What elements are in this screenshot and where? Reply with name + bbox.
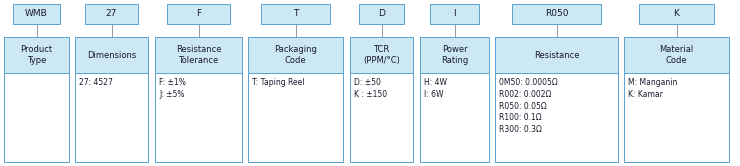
Text: I: I: [453, 9, 456, 18]
Bar: [350, 37, 413, 73]
Bar: [420, 73, 489, 162]
Bar: [75, 37, 148, 73]
Bar: [350, 73, 413, 162]
Bar: [4, 73, 69, 162]
Bar: [495, 73, 618, 162]
Bar: [248, 37, 343, 73]
Text: Dimensions: Dimensions: [87, 50, 136, 59]
Bar: [512, 4, 601, 24]
Bar: [155, 73, 242, 162]
Bar: [624, 73, 729, 162]
Bar: [248, 73, 343, 162]
Text: Power
Rating: Power Rating: [441, 45, 468, 65]
Text: M: Manganin
K: Kamar: M: Manganin K: Kamar: [628, 78, 677, 99]
Text: F: ±1%
J: ±5%: F: ±1% J: ±5%: [159, 78, 186, 99]
Bar: [639, 4, 714, 24]
Text: 27: 4527: 27: 4527: [79, 78, 113, 87]
Bar: [430, 4, 480, 24]
Bar: [495, 37, 618, 73]
Text: H: 4W
I: 6W: H: 4W I: 6W: [424, 78, 447, 99]
Bar: [420, 37, 489, 73]
Bar: [261, 4, 330, 24]
Text: F: F: [196, 9, 201, 18]
Text: TCR
(PPM/°C): TCR (PPM/°C): [363, 45, 400, 65]
Bar: [85, 4, 138, 24]
Text: 0M50: 0.0005Ω
R002: 0.002Ω
R050: 0.05Ω
R100: 0.1Ω
R300: 0.3Ω: 0M50: 0.0005Ω R002: 0.002Ω R050: 0.05Ω R…: [499, 78, 558, 134]
Text: Resistance
Tolerance: Resistance Tolerance: [176, 45, 221, 65]
Bar: [359, 4, 404, 24]
Bar: [4, 37, 69, 73]
Bar: [75, 73, 148, 162]
Text: 27: 27: [106, 9, 117, 18]
Bar: [155, 37, 242, 73]
Text: Resistance: Resistance: [534, 50, 579, 59]
Text: K: K: [673, 9, 679, 18]
Bar: [167, 4, 230, 24]
Text: Material
Code: Material Code: [659, 45, 693, 65]
Bar: [13, 4, 60, 24]
Text: WMB: WMB: [25, 9, 48, 18]
Bar: [624, 37, 729, 73]
Text: R050: R050: [545, 9, 568, 18]
Text: Product
Type: Product Type: [21, 45, 53, 65]
Text: D: D: [378, 9, 385, 18]
Text: T: T: [293, 9, 298, 18]
Text: Packaging
Code: Packaging Code: [274, 45, 317, 65]
Text: T: Taping Reel: T: Taping Reel: [252, 78, 304, 87]
Text: D: ±50
K : ±150: D: ±50 K : ±150: [354, 78, 387, 99]
